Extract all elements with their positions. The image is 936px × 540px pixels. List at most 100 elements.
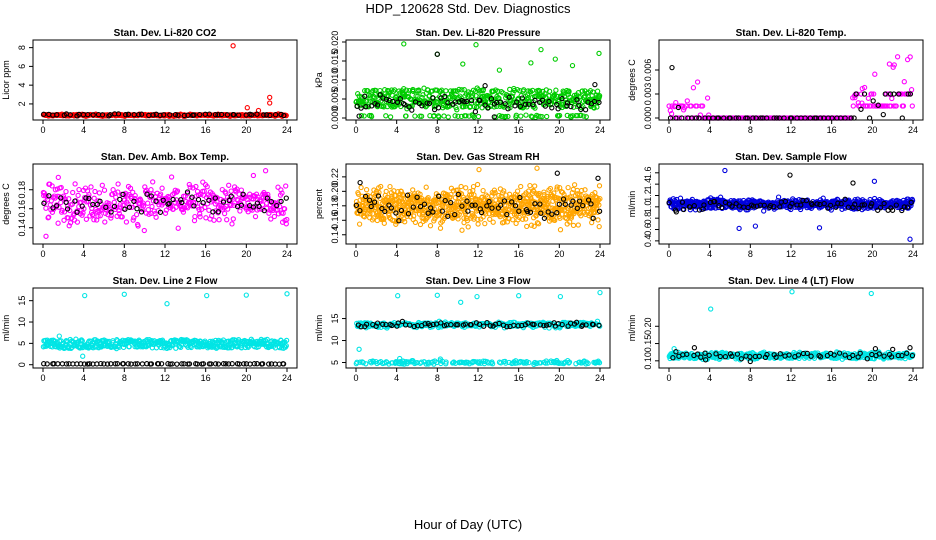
data-point-selected [782,198,789,205]
x-tick-label: 12 [160,373,170,383]
data-point [109,191,116,198]
data-point [387,183,393,190]
data-point [596,183,603,189]
data-point [524,223,530,230]
data-point [419,94,425,101]
data-point-selected [861,202,868,208]
data-point-selected [777,204,783,210]
data-point [171,190,177,197]
data-point-outlier [80,353,86,359]
data-point-selected [539,97,546,103]
x-tick-label: 12 [473,249,483,259]
data-point [578,112,584,118]
panel-title: Stan. Dev. Li-820 Temp. [736,28,847,39]
x-tick-label: 24 [595,249,605,259]
data-point-selected [506,94,512,100]
data-point-selected [701,202,707,208]
data-point-selected [542,103,549,109]
data-point [684,98,690,104]
data-points [353,41,603,121]
data-point [65,215,71,221]
data-point-selected [366,197,373,203]
data-point-outlier [557,293,564,300]
data-point [91,217,97,223]
data-point-selected [215,112,221,118]
data-point [581,113,587,119]
data-point-selected [469,202,475,208]
x-tick-label: 4 [707,125,712,135]
data-point [452,113,458,119]
data-point [108,215,114,221]
data-point [371,94,377,100]
data-point-selected [238,202,245,208]
data-point [363,187,370,193]
data-point-selected [122,206,128,212]
data-point [119,214,125,220]
data-point [505,113,511,120]
data-point [115,181,121,187]
data-point [551,92,558,99]
data-point-selected [382,208,388,215]
data-point [401,216,407,222]
data-point-selected [406,104,412,110]
x-tick-label: 20 [241,249,251,259]
data-points [666,289,916,365]
data-point-selected [41,200,47,206]
x-tick-label: 4 [81,373,86,383]
x-tick-label: 4 [707,249,712,259]
data-point-outlier [552,56,558,62]
data-point [499,113,506,120]
data-point-outlier [474,293,480,300]
data-point-selected [908,199,914,206]
x-tick-label: 12 [160,249,170,259]
data-point [200,179,206,185]
y-tick-label: 0.14 [330,226,340,244]
y-tick-label: 0.010 [330,69,340,92]
data-point [412,219,419,226]
data-point-selected [226,197,232,204]
data-point-selected [560,196,567,202]
data-point-selected [687,204,693,210]
data-point [201,188,207,194]
data-point-selected [185,112,191,118]
data-point [475,113,482,120]
data-point [459,227,465,233]
data-point-outlier [736,225,742,232]
data-point [482,220,488,227]
data-point-selected [206,111,213,117]
x-tick-label: 4 [81,125,86,135]
data-point [526,203,532,210]
data-point-selected [215,361,222,367]
data-point [535,221,542,227]
x-tick-label: 16 [514,249,524,259]
data-point [556,112,563,119]
x-tick-label: 12 [473,125,483,135]
data-point-selected [596,99,602,106]
data-point [514,188,521,194]
y-tick-label: 0.4 [643,235,653,248]
data-point [480,187,486,194]
data-point [364,87,371,94]
data-point [529,114,535,120]
data-point-selected [358,105,364,111]
data-point-outlier [669,64,675,71]
data-point-selected [514,99,520,105]
panel-li820-temp: Stan. Dev. Li-820 Temp.degrees C0 4 8 12 16 2… [627,28,924,135]
data-point [496,192,502,199]
data-point [271,213,278,220]
data-point-selected [578,106,584,113]
x-tick-label: 24 [282,249,292,259]
data-point-selected [160,197,166,203]
data-point-outlier [230,43,236,49]
data-point [83,216,90,222]
x-tick-label: 12 [786,249,796,259]
data-point [553,87,559,93]
data-point [218,196,224,203]
data-point [101,187,108,193]
y-tick-label: 0.005 [330,88,340,111]
data-point-outlier [56,333,62,339]
data-point-selected [590,215,596,221]
x-tick-label: 20 [867,249,877,259]
data-point-selected [821,200,827,207]
